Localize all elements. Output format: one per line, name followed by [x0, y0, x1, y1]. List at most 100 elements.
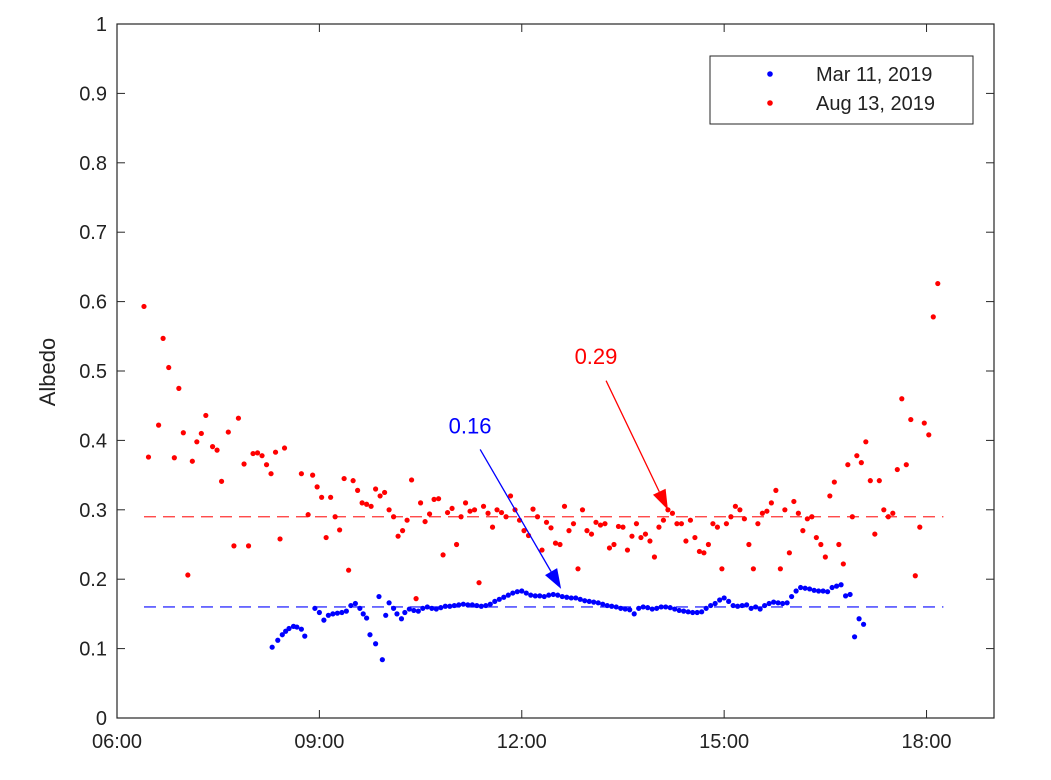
data-point-series-1-11: [198, 430, 204, 437]
data-point-series-1-27: [277, 536, 283, 542]
data-point-series-0-77: [609, 603, 615, 609]
data-point-series-1-109: [660, 517, 667, 523]
data-point-series-0-66: [559, 593, 565, 600]
data-point-series-0-27: [386, 600, 392, 606]
data-point-series-1-157: [876, 478, 882, 484]
data-point-series-1-105: [642, 531, 649, 537]
data-point-series-1-89: [570, 521, 577, 527]
data-point-series-0-21: [364, 615, 370, 621]
data-point-series-1-43: [364, 501, 370, 507]
data-point-series-0-108: [748, 605, 754, 611]
data-point-series-1-112: [674, 521, 680, 527]
data-point-series-1-2: [156, 422, 162, 428]
data-point-series-0-88: [658, 604, 664, 610]
data-point-series-0-112: [766, 600, 772, 607]
data-point-series-1-103: [633, 521, 640, 527]
data-point-series-1-32: [314, 484, 320, 490]
data-point-series-0-16: [343, 608, 349, 614]
data-point-series-1-46: [377, 493, 383, 499]
data-point-series-0-95: [690, 609, 696, 616]
data-point-series-1-41: [355, 487, 361, 493]
data-point-series-0-128: [838, 582, 844, 588]
data-point-series-1-83: [543, 519, 550, 525]
data-point-series-0-56: [514, 589, 520, 595]
data-point-series-0-82: [631, 611, 637, 617]
data-point-series-1-170: [935, 280, 941, 287]
annotation-arrowhead-0: [545, 568, 562, 589]
y-tick-label: 0: [96, 708, 107, 730]
x-tick-label: 06:00: [92, 731, 142, 753]
data-point-series-0-48: [478, 603, 484, 609]
data-point-series-1-35: [328, 494, 334, 500]
data-point-series-1-74: [503, 514, 509, 520]
data-point-series-1-50: [395, 533, 401, 539]
data-point-series-0-40: [442, 603, 448, 609]
data-point-series-0-67: [564, 594, 570, 600]
data-point-series-1-4: [166, 364, 172, 371]
data-point-series-0-96: [694, 609, 700, 616]
data-point-series-0-103: [726, 598, 732, 605]
data-point-series-0-52: [496, 596, 502, 602]
data-point-series-1-78: [521, 528, 527, 534]
x-tick-label: 12:00: [497, 731, 547, 753]
data-point-series-1-52: [404, 517, 410, 523]
data-point-series-1-162: [899, 396, 905, 402]
legend-box: [709, 55, 974, 125]
data-point-series-1-108: [656, 524, 662, 530]
data-point-series-1-156: [872, 531, 878, 537]
data-point-series-1-23: [259, 453, 265, 459]
data-point-series-0-129: [842, 593, 849, 599]
data-point-series-1-107: [651, 554, 658, 560]
data-point-series-1-163: [903, 462, 909, 468]
data-point-series-0-130: [847, 591, 853, 598]
data-point-series-1-37: [337, 527, 343, 533]
data-point-series-1-125: [732, 503, 738, 509]
data-point-series-0-7: [298, 626, 304, 632]
data-point-series-1-49: [390, 514, 397, 520]
data-point-series-1-136: [782, 507, 788, 513]
data-point-series-1-153: [858, 460, 864, 466]
data-point-series-0-71: [582, 598, 588, 604]
data-point-series-0-44: [460, 601, 466, 607]
data-point-series-1-121: [714, 524, 721, 530]
data-point-series-0-107: [744, 602, 750, 608]
data-point-series-0-84: [640, 604, 646, 610]
legend-marker-1: [767, 100, 773, 106]
data-point-series-0-87: [654, 605, 660, 611]
data-point-series-0-26: [383, 612, 389, 618]
plot-area: [117, 24, 994, 718]
data-point-series-0-72: [586, 598, 592, 605]
data-point-series-0-30: [398, 616, 405, 622]
data-point-series-1-124: [728, 514, 734, 520]
data-point-series-0-133: [860, 621, 867, 627]
data-point-series-1-0: [141, 303, 147, 310]
data-point-series-1-143: [813, 534, 819, 541]
data-point-series-1-104: [638, 534, 644, 541]
data-point-series-1-145: [822, 554, 828, 560]
data-point-series-0-85: [645, 605, 651, 611]
data-point-series-0-29: [394, 611, 400, 617]
data-point-series-1-150: [845, 462, 851, 468]
data-point-series-1-19: [241, 461, 247, 467]
data-point-series-1-12: [203, 412, 209, 419]
y-tick-label: 0.2: [79, 569, 107, 591]
data-point-series-1-134: [773, 487, 779, 493]
data-point-series-1-91: [579, 507, 586, 513]
data-point-series-1-47: [381, 489, 388, 496]
data-point-series-0-127: [833, 583, 840, 589]
data-point-series-0-12: [325, 612, 331, 618]
data-point-series-0-97: [699, 609, 705, 615]
data-point-series-1-148: [836, 541, 842, 548]
data-point-series-1-28: [281, 445, 288, 451]
data-point-series-1-51: [399, 528, 406, 534]
data-point-series-1-73: [498, 509, 505, 516]
data-point-series-1-75: [507, 493, 514, 499]
data-point-series-1-159: [885, 514, 891, 520]
data-point-series-1-85: [552, 540, 559, 546]
data-point-series-1-33: [319, 494, 325, 500]
data-point-series-1-94: [593, 519, 599, 525]
data-point-series-0-11: [321, 617, 327, 623]
data-point-series-0-104: [730, 602, 736, 609]
data-point-series-0-114: [775, 600, 781, 606]
data-point-series-0-98: [703, 605, 709, 611]
